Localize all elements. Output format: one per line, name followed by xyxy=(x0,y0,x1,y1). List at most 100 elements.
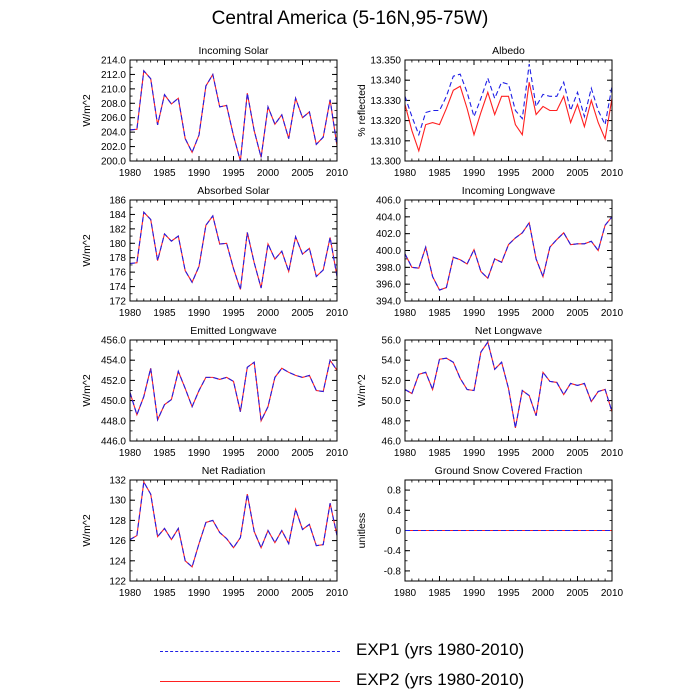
x-tick-label: 1990 xyxy=(463,448,486,459)
x-tick-label: 2000 xyxy=(532,168,555,179)
y-tick-label: 13.310 xyxy=(370,136,401,147)
x-tick-label: 2010 xyxy=(601,168,624,179)
y-tick-label: 130 xyxy=(109,496,126,507)
y-tick-label: 0.8 xyxy=(387,486,401,497)
x-tick-label: 2000 xyxy=(257,588,280,599)
y-tick-label: -0.8 xyxy=(384,566,402,577)
x-tick-label: 1985 xyxy=(428,588,451,599)
y-tick-label: 448.0 xyxy=(101,416,126,427)
series-line-exp1 xyxy=(129,480,338,568)
panel-frame xyxy=(404,199,613,302)
x-tick-label: 1995 xyxy=(497,448,520,459)
x-tick-label: 1995 xyxy=(222,588,245,599)
x-tick-label: 1980 xyxy=(394,448,417,459)
x-tick-label: 2005 xyxy=(291,448,314,459)
panel-frame xyxy=(404,339,613,442)
x-tick-label: 2010 xyxy=(601,588,624,599)
x-tick-label: 2000 xyxy=(257,448,280,459)
y-tick-label: 456.0 xyxy=(101,336,126,347)
y-tick-label: 406.0 xyxy=(376,196,401,207)
y-tick-label: 46.0 xyxy=(382,437,402,448)
y-tick-label: 126 xyxy=(109,536,126,547)
y-tick-label: 0 xyxy=(395,526,401,537)
y-tick-label: 176 xyxy=(109,268,126,279)
y-tick-label: -0.4 xyxy=(384,546,402,557)
y-tick-label: 182 xyxy=(109,224,126,235)
figure-title: Central America (5-16N,95-75W) xyxy=(211,8,489,29)
x-tick-label: 1990 xyxy=(188,168,211,179)
legend: EXP1 (yrs 1980-2010) EXP2 (yrs 1980-2010… xyxy=(0,630,700,700)
x-tick-label: 2005 xyxy=(291,308,314,319)
y-tick-label: 202.0 xyxy=(101,142,126,153)
chart-panels: Incoming Solar 200.0 202.0 204.0 206.0 208.0 2… xyxy=(81,45,624,599)
y-tick-label: 400.0 xyxy=(376,246,401,257)
y-tick-label: 124 xyxy=(109,556,126,567)
x-tick-label: 2010 xyxy=(601,308,624,319)
x-tick-label: 1995 xyxy=(497,308,520,319)
y-tick-label: 454.0 xyxy=(101,356,126,367)
y-tick-label: 180 xyxy=(109,239,126,250)
legend-line-exp2 xyxy=(160,681,340,682)
x-tick-label: 2010 xyxy=(326,308,349,319)
x-tick-label: 1980 xyxy=(119,168,142,179)
y-tick-label: 210.0 xyxy=(101,84,126,95)
x-tick-label: 2000 xyxy=(532,308,555,319)
x-tick-label: 2010 xyxy=(326,168,349,179)
x-tick-label: 1990 xyxy=(463,308,486,319)
x-tick-label: 1980 xyxy=(394,308,417,319)
x-tick-label: 1990 xyxy=(463,168,486,179)
x-tick-label: 1995 xyxy=(222,448,245,459)
x-tick-label: 1985 xyxy=(153,588,176,599)
y-axis-label: W/m^2 xyxy=(81,514,93,547)
y-tick-label: 394.0 xyxy=(376,297,401,308)
y-tick-label: 396.0 xyxy=(376,280,401,291)
panel-0: Incoming Solar 200.0 202.0 204.0 206.0 208.0 2… xyxy=(81,45,349,179)
y-tick-label: 404.0 xyxy=(376,212,401,223)
y-tick-label: 450.0 xyxy=(101,396,126,407)
y-tick-label: 184 xyxy=(109,210,126,221)
y-tick-label: 172 xyxy=(109,297,126,308)
series-line-exp2 xyxy=(129,69,338,162)
series-line-exp2 xyxy=(129,480,338,568)
panel-title: Absorbed Solar xyxy=(197,185,270,197)
legend-line-exp1 xyxy=(160,651,340,652)
series-line-exp1 xyxy=(404,216,613,291)
x-tick-label: 1995 xyxy=(222,308,245,319)
y-axis-label: W/m^2 xyxy=(81,374,93,407)
y-tick-label: 128 xyxy=(109,516,126,527)
x-tick-label: 1990 xyxy=(188,448,211,459)
y-axis-label: W/m^2 xyxy=(81,94,93,127)
panel-2: Absorbed Solar 172 174 176 178 180 182 184 186 19… xyxy=(81,185,349,319)
series-line-exp1 xyxy=(404,340,613,428)
x-tick-label: 1985 xyxy=(153,448,176,459)
y-tick-label: 13.350 xyxy=(370,56,401,67)
x-tick-label: 2005 xyxy=(566,448,589,459)
panel-1: Albedo 13.300 13.310 13.320 13.330 13.340 13.3… xyxy=(356,45,624,179)
series-line-exp2 xyxy=(404,216,613,291)
panel-frame xyxy=(404,479,613,582)
x-tick-label: 1985 xyxy=(428,308,451,319)
x-tick-label: 2000 xyxy=(532,588,555,599)
y-tick-label: 200.0 xyxy=(101,157,126,168)
x-tick-label: 1995 xyxy=(222,168,245,179)
x-tick-label: 1995 xyxy=(497,588,520,599)
x-tick-label: 2005 xyxy=(291,168,314,179)
y-tick-label: 50.0 xyxy=(382,396,402,407)
panel-3: Incoming Longwave 394.0 396.0 398.0 400.0 402… xyxy=(376,185,624,319)
y-tick-label: 214.0 xyxy=(101,56,126,67)
y-tick-label: 48.0 xyxy=(382,416,402,427)
x-tick-label: 1980 xyxy=(119,448,142,459)
y-tick-label: 402.0 xyxy=(376,229,401,240)
panel-title: Net Radiation xyxy=(202,465,266,477)
y-tick-label: 54.0 xyxy=(382,356,402,367)
x-tick-label: 2005 xyxy=(291,588,314,599)
series-line-exp1 xyxy=(129,358,338,423)
y-axis-label: W/m^2 xyxy=(356,374,368,407)
x-tick-label: 1985 xyxy=(153,308,176,319)
y-tick-label: 13.340 xyxy=(370,76,401,87)
y-tick-label: 13.330 xyxy=(370,96,401,107)
x-tick-label: 1990 xyxy=(188,588,211,599)
x-tick-label: 1980 xyxy=(119,308,142,319)
y-tick-label: 206.0 xyxy=(101,113,126,124)
panel-title: Emitted Longwave xyxy=(190,325,277,337)
